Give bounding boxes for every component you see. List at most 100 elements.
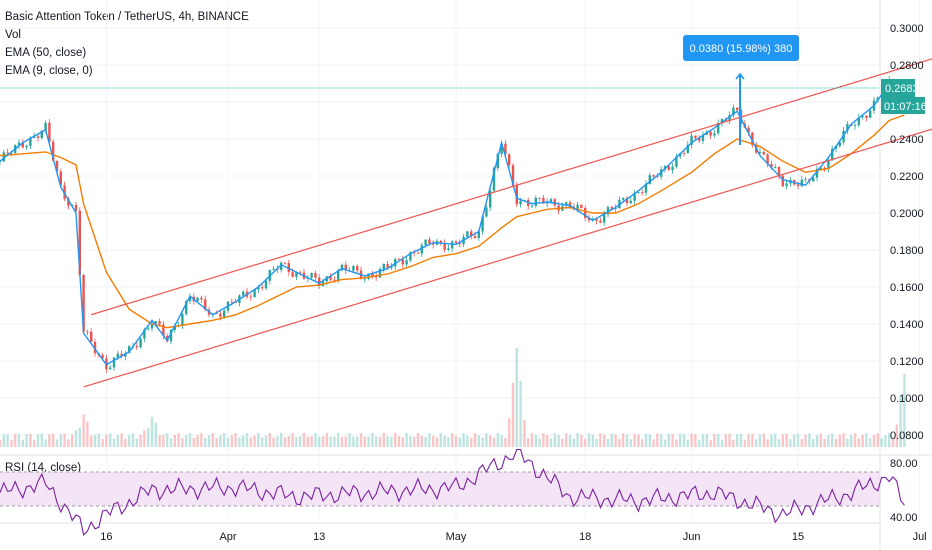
candle-up-body: [549, 199, 553, 202]
candle-down-body: [344, 264, 347, 271]
channel-lower-line[interactable]: [83, 89, 932, 388]
volume-bar: [158, 435, 161, 447]
candle-up-body: [378, 269, 382, 278]
candle-up-body: [367, 273, 370, 279]
candle-up-body: [644, 183, 648, 193]
volume-bar: [523, 420, 526, 447]
candle-up-body: [812, 177, 815, 182]
volume-bar: [819, 433, 822, 447]
legend-vol[interactable]: Vol: [5, 29, 21, 41]
volume-bar: [451, 433, 454, 447]
volume-bar: [435, 437, 439, 447]
candle-up-body: [622, 197, 625, 200]
legend-ema50[interactable]: EMA (50, close): [5, 47, 87, 59]
volume-bar: [884, 435, 887, 447]
volume-bar: [789, 439, 792, 447]
candle-down-body: [93, 341, 97, 354]
measure-label: 0.0380 (15.98%) 380: [690, 43, 793, 55]
candle-up-body: [686, 144, 689, 154]
channel-upper-line[interactable]: [91, 19, 932, 316]
volume-bar: [223, 433, 226, 447]
candle-down-body: [299, 272, 302, 274]
candle-down-body: [36, 136, 40, 138]
candle-down-body: [580, 204, 583, 209]
volume-bar: [736, 434, 739, 447]
last-price-value: 0.2683: [885, 83, 919, 95]
volume-bar: [633, 433, 636, 447]
volume-bar: [33, 439, 36, 447]
volume-bar: [747, 434, 750, 447]
volume-bar: [496, 433, 499, 447]
candle-down-body: [473, 235, 477, 238]
measure-arrow-icon: [735, 72, 745, 80]
volume-bar: [428, 433, 431, 447]
volume-bar: [207, 435, 211, 447]
candle-down-body: [215, 313, 218, 315]
volume-bar: [97, 433, 100, 447]
volume-bar: [432, 435, 435, 447]
legend-rsi[interactable]: RSI (14, close): [5, 462, 82, 474]
volume-bar: [679, 433, 682, 447]
volume-bar: [196, 435, 199, 447]
price-tick-label: 0.1800: [890, 245, 924, 257]
volume-bar: [2, 433, 5, 447]
volume-bar: [105, 434, 108, 447]
volume-bar: [591, 434, 594, 447]
volume-bar: [698, 439, 701, 447]
volume-bar: [572, 438, 575, 447]
volume-bar: [481, 437, 484, 447]
volume-bar: [71, 434, 74, 447]
volume-bar: [424, 437, 427, 447]
volume-bar: [249, 437, 252, 447]
time-tick-label: 15: [792, 531, 804, 543]
time-tick-label: Apr: [219, 531, 236, 543]
volume-bar: [458, 437, 461, 447]
candle-up-body: [10, 152, 13, 154]
volume-bar: [177, 433, 180, 447]
volume-bar: [500, 435, 503, 447]
candle-down-body: [48, 122, 51, 142]
candle-up-body: [576, 204, 579, 209]
candle-down-body: [101, 355, 104, 359]
rsi-axis-ticks: 80.00 40.00: [890, 458, 918, 524]
candle-up-body: [173, 326, 176, 330]
volume-bar: [671, 434, 674, 447]
candle-down-body: [413, 252, 416, 254]
ema50-line: [0, 114, 905, 329]
candle-up-body: [466, 231, 469, 237]
volume-bar: [405, 433, 408, 447]
candle-up-body: [44, 122, 47, 131]
candle-down-body: [74, 205, 78, 211]
volume-bar: [169, 438, 173, 447]
candle-down-body: [86, 331, 89, 333]
candle-down-body: [283, 262, 287, 264]
legend-ema9[interactable]: EMA (9, close, 0): [5, 65, 93, 77]
volume-bar: [454, 435, 458, 447]
candle-up-body: [815, 168, 819, 178]
candle-down-body: [52, 141, 55, 161]
volume-bar: [302, 433, 306, 447]
volume-bar: [0, 440, 2, 447]
price-tick-label: 0.2400: [890, 134, 924, 146]
volume-bar: [185, 435, 188, 447]
candle-up-body: [591, 218, 594, 221]
price-tick-label: 0.2200: [890, 171, 924, 183]
candle-down-body: [371, 273, 374, 277]
volume-bar: [534, 435, 537, 447]
volume-bar: [682, 434, 686, 447]
price-tick-label: 0.2000: [890, 208, 924, 220]
candle-up-body: [690, 135, 693, 145]
candle-down-body: [59, 171, 62, 186]
volume-bar: [815, 434, 819, 447]
volume-bars: [0, 348, 906, 447]
countdown-badge: [881, 97, 925, 114]
volume-bar: [622, 433, 625, 447]
volume-bar: [686, 439, 689, 447]
candle-down-body: [504, 143, 507, 155]
volume-bar: [568, 434, 572, 447]
candle-up-body: [253, 289, 256, 298]
volume-bar: [701, 433, 705, 447]
volume-bar: [895, 424, 898, 447]
volume-bar: [777, 439, 781, 447]
